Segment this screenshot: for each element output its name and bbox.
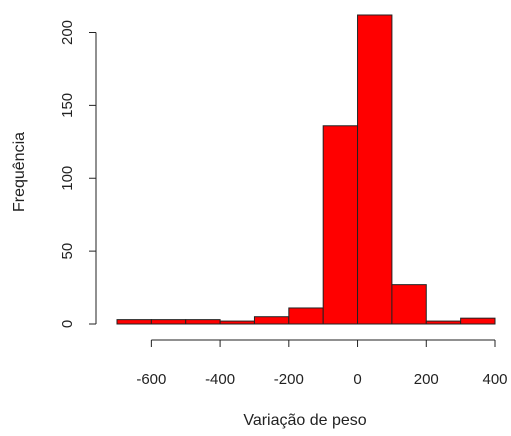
x-tick-label: -400 [205, 371, 235, 388]
histogram-bar [288, 307, 324, 325]
y-tick-label: 200 [59, 20, 76, 45]
histogram-bars [116, 14, 496, 325]
x-tick-label: 200 [414, 371, 439, 388]
x-tick-label: -600 [136, 371, 166, 388]
histogram-bar [185, 319, 221, 325]
histogram-bar [253, 316, 290, 325]
histogram-bar [460, 317, 496, 325]
histogram-bar [357, 14, 393, 325]
y-tick-label: 50 [59, 243, 76, 260]
histogram-bar [150, 319, 187, 325]
histogram-bar [116, 319, 152, 325]
x-axis-label: Variação de peso [243, 412, 366, 429]
y-axis: 0 50 100 150 200 [59, 20, 97, 328]
histogram-bar [425, 320, 462, 325]
histogram-bar [391, 284, 427, 325]
x-axis: -600 -400 -200 0 200 400 [136, 339, 508, 388]
x-tick-label: 400 [482, 371, 507, 388]
y-tick-label: 0 [59, 320, 76, 328]
histogram-bar [219, 320, 255, 325]
x-tick-label: 0 [353, 371, 361, 388]
histogram-bar [322, 125, 359, 325]
y-axis-label: Frequência [11, 132, 28, 212]
y-tick-label: 150 [59, 93, 76, 118]
x-tick-label: -200 [274, 371, 304, 388]
y-tick-label: 100 [59, 166, 76, 191]
